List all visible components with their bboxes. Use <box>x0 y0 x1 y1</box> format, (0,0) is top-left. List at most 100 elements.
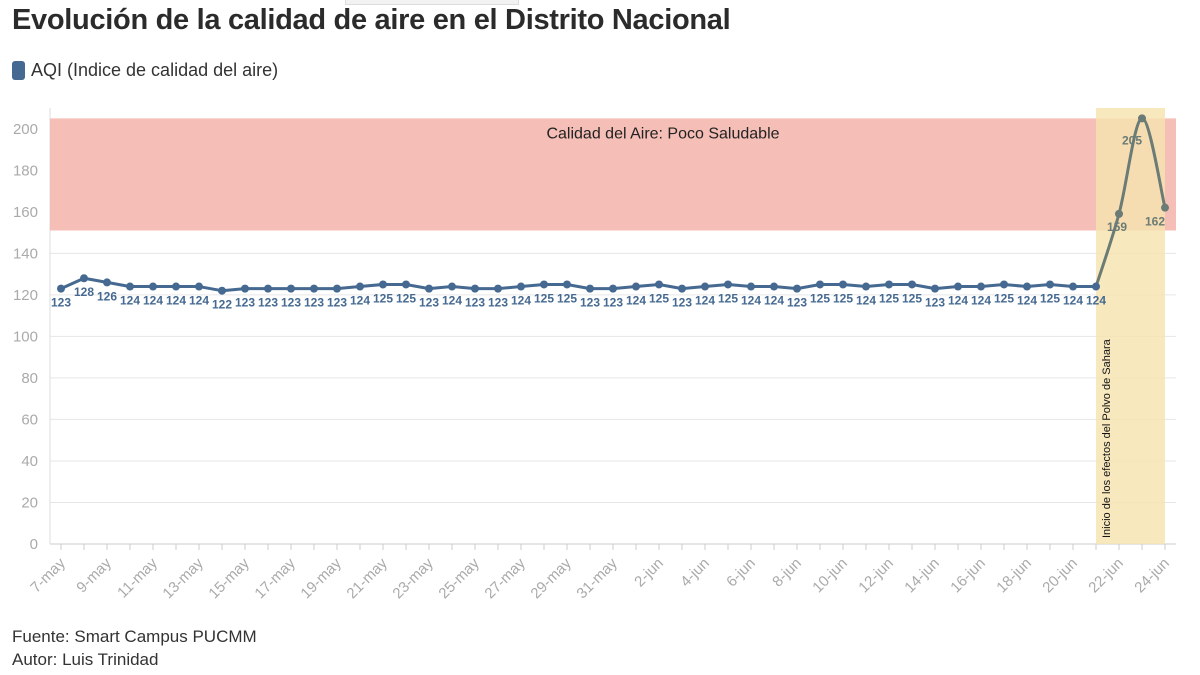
data-point <box>816 280 824 289</box>
data-point <box>678 284 686 293</box>
shade-rect <box>1096 108 1165 544</box>
data-label: 124 <box>971 294 991 308</box>
x-tick-label: 19-may <box>297 554 345 602</box>
data-point <box>586 284 594 293</box>
data-point <box>1161 203 1169 212</box>
y-tick-label: 180 <box>13 162 38 179</box>
legend-label: AQI (Indice de calidad del aire) <box>31 60 279 80</box>
data-point <box>149 282 157 291</box>
author-note: Autor: Luis Trinidad <box>12 650 159 669</box>
data-label: 124 <box>120 294 140 308</box>
data-label: 123 <box>419 296 439 310</box>
data-label: 124 <box>511 294 531 308</box>
data-label: 128 <box>74 285 94 299</box>
data-label: 124 <box>856 294 876 308</box>
x-tick-label: 7-may <box>27 554 69 596</box>
data-label: 125 <box>902 291 922 305</box>
data-label: 124 <box>143 294 163 308</box>
y-tick-label: 140 <box>13 245 38 262</box>
data-label: 123 <box>465 296 485 310</box>
data-label: 125 <box>810 291 830 305</box>
y-tick-label: 80 <box>21 370 38 387</box>
data-point <box>1115 209 1123 218</box>
data-label: 124 <box>1086 294 1106 308</box>
legend: AQI (Indice de calidad del aire) <box>12 60 278 81</box>
x-tick-label: 4-jun <box>677 555 713 591</box>
data-label: 123 <box>488 296 508 310</box>
data-point <box>379 280 387 289</box>
data-point <box>655 280 663 289</box>
y-tick-label: 60 <box>21 411 38 428</box>
x-tick-label: 8-jun <box>769 555 805 591</box>
data-point <box>195 282 203 291</box>
x-tick-label: 23-may <box>389 554 437 602</box>
data-label: 123 <box>258 296 278 310</box>
data-point <box>287 284 295 293</box>
x-tick-label: 15-may <box>205 554 253 602</box>
data-point <box>218 286 226 295</box>
data-point <box>494 284 502 293</box>
y-tick-label: 40 <box>21 453 38 470</box>
y-tick-label: 0 <box>30 536 38 553</box>
series-line-highlight <box>1094 116 1167 288</box>
data-label: 125 <box>994 291 1014 305</box>
data-point <box>724 280 732 289</box>
x-tick-label: 22-jun <box>1085 555 1127 597</box>
data-point <box>1069 282 1077 291</box>
data-label: 123 <box>580 296 600 310</box>
x-tick-label: 29-may <box>527 554 575 602</box>
data-point <box>425 284 433 293</box>
x-tick-label: 31-may <box>573 554 621 602</box>
data-label: 124 <box>626 294 646 308</box>
x-tick-label: 24-jun <box>1131 555 1173 597</box>
data-point <box>264 284 272 293</box>
x-tick-label: 9-may <box>73 554 115 596</box>
data-label: 124 <box>1063 294 1083 308</box>
data-point <box>402 280 410 289</box>
data-label: 124 <box>948 294 968 308</box>
legend-swatch <box>12 61 25 80</box>
data-point <box>172 282 180 291</box>
data-point <box>701 282 709 291</box>
data-label: 123 <box>304 296 324 310</box>
data-label: 125 <box>718 291 738 305</box>
data-label: 123 <box>603 296 623 310</box>
data-point <box>126 282 134 291</box>
data-point <box>747 282 755 291</box>
data-point <box>517 282 525 291</box>
x-tick-label: 25-may <box>435 554 483 602</box>
shade-label: Inicio de los efectos del Polvo de Sahar… <box>1101 338 1113 538</box>
y-tick-label: 160 <box>13 204 38 221</box>
data-label: 123 <box>672 296 692 310</box>
data-point <box>241 284 249 293</box>
data-point <box>310 284 318 293</box>
data-label: 123 <box>925 296 945 310</box>
data-label: 125 <box>1040 291 1060 305</box>
data-point <box>80 274 88 283</box>
data-point <box>839 280 847 289</box>
chart-title: Evolución de la calidad de aire en el Di… <box>12 4 731 36</box>
x-tick-label: 14-jun <box>901 555 943 597</box>
x-tick-label: 21-may <box>343 554 391 602</box>
data-point <box>563 280 571 289</box>
data-point <box>1092 282 1100 291</box>
x-tick-label: 12-jun <box>855 555 897 597</box>
data-label: 123 <box>51 296 71 310</box>
data-point <box>1138 114 1146 123</box>
data-point <box>908 280 916 289</box>
data-label: 125 <box>649 291 669 305</box>
x-tick-label: 16-jun <box>947 555 989 597</box>
data-label: 124 <box>695 294 715 308</box>
y-tick-label: 200 <box>13 121 38 138</box>
top-tab-handle <box>345 0 519 5</box>
x-tick-label: 27-may <box>481 554 529 602</box>
y-tick-label: 100 <box>13 328 38 345</box>
x-tick-label: 6-jun <box>723 555 759 591</box>
data-point <box>977 282 985 291</box>
data-point <box>862 282 870 291</box>
y-axis-tick-labels: 0 20 40 60 80 100 120 140 160 180 200 <box>13 121 38 553</box>
x-tick-label: 17-may <box>251 554 299 602</box>
y-tick-label: 20 <box>21 494 38 511</box>
data-point <box>1046 280 1054 289</box>
